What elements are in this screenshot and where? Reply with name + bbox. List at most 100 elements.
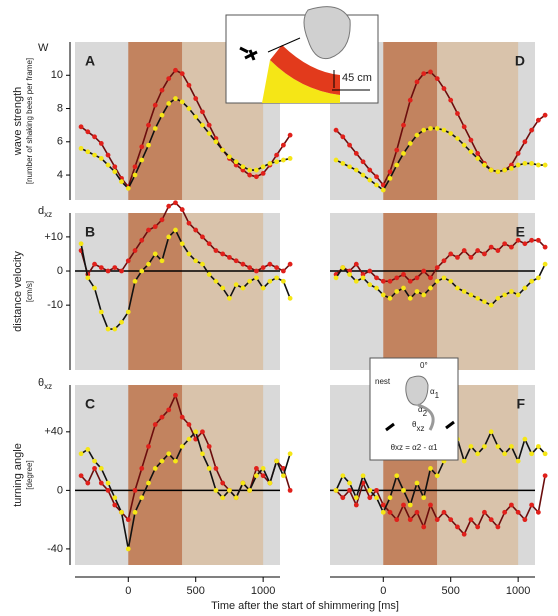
data-point	[535, 444, 541, 449]
data-point	[515, 151, 521, 156]
data-point	[200, 122, 205, 128]
data-point	[253, 466, 259, 471]
alpha2-label: α2	[418, 405, 428, 418]
data-point	[206, 122, 212, 128]
data-point	[455, 254, 460, 260]
shade-band	[182, 213, 264, 370]
bee-icons	[385, 420, 455, 432]
panel-letter: C	[85, 396, 95, 412]
y-axis-symbol-main: W	[38, 42, 49, 54]
data-point	[461, 289, 467, 294]
data-point	[152, 102, 158, 108]
data-point	[287, 487, 293, 493]
data-point	[78, 124, 84, 130]
bee-icon	[239, 46, 258, 61]
data-point	[213, 466, 219, 471]
data-point	[105, 268, 111, 274]
data-point	[455, 285, 460, 291]
data-point	[92, 285, 97, 291]
data-point	[428, 466, 433, 471]
data-point	[414, 509, 420, 515]
data-point	[333, 275, 339, 281]
data-point	[387, 295, 393, 301]
data-point	[515, 237, 521, 243]
data-point	[461, 248, 467, 253]
data-point	[542, 261, 548, 267]
data-point	[387, 495, 393, 501]
data-point	[173, 200, 178, 206]
data-point	[152, 224, 158, 230]
x-tick-label: 0	[380, 585, 386, 597]
data-point	[213, 487, 219, 493]
data-point	[347, 142, 352, 148]
data-point	[495, 295, 501, 301]
data-point	[179, 241, 185, 247]
data-point	[112, 326, 118, 332]
data-point	[98, 265, 104, 271]
data-point	[173, 67, 178, 73]
data-point	[353, 278, 359, 284]
data-point	[522, 517, 528, 523]
data-point	[380, 278, 386, 284]
panel-letter: E	[516, 224, 525, 240]
data-point	[247, 167, 253, 173]
data-point	[394, 162, 400, 168]
data-point	[522, 139, 528, 145]
data-point	[475, 151, 481, 156]
data-point	[407, 295, 413, 301]
shade-band	[437, 42, 519, 200]
data-point	[267, 161, 273, 166]
data-point	[434, 76, 440, 81]
data-point	[428, 502, 433, 508]
data-point	[508, 244, 514, 250]
data-point	[414, 275, 420, 281]
data-point	[529, 278, 535, 284]
data-point	[179, 207, 185, 212]
data-point	[488, 302, 494, 308]
data-point	[374, 174, 379, 180]
data-point	[347, 480, 352, 486]
alpha1-label: α1	[430, 387, 440, 400]
data-point	[387, 169, 393, 175]
data-point	[220, 480, 226, 486]
data-point	[515, 458, 521, 464]
y-axis-unit: [number of shaking bees per frame]	[25, 58, 34, 184]
data-point	[253, 275, 259, 281]
data-point	[132, 172, 138, 178]
data-point	[508, 444, 514, 449]
data-point	[240, 167, 246, 173]
data-point	[227, 487, 232, 493]
data-point	[353, 495, 359, 501]
data-point	[200, 451, 205, 457]
data-point	[401, 487, 406, 493]
zero-label: 0°	[420, 361, 428, 370]
data-point	[159, 258, 165, 264]
y-tick-label: -10	[47, 299, 63, 311]
data-point	[434, 278, 440, 284]
data-point	[495, 169, 501, 175]
data-point	[267, 278, 273, 284]
data-point	[227, 295, 232, 301]
data-point	[340, 265, 346, 271]
data-point	[186, 251, 192, 257]
data-point	[240, 261, 246, 267]
data-point	[482, 444, 487, 449]
data-point	[119, 268, 124, 274]
data-point	[387, 278, 393, 284]
y-axis-unit: [degree]	[25, 460, 34, 489]
data-point	[179, 99, 185, 105]
data-point	[220, 147, 226, 153]
data-point	[240, 480, 246, 486]
data-point	[280, 157, 286, 163]
theta-label: θxz	[412, 420, 424, 433]
inset-diagram: 45 cm	[225, 6, 379, 104]
data-point	[441, 86, 447, 91]
data-point	[200, 429, 205, 435]
data-point	[522, 241, 528, 247]
data-point	[253, 167, 259, 173]
data-point	[461, 142, 467, 148]
data-point	[448, 251, 454, 257]
data-point	[287, 261, 293, 267]
data-point	[166, 101, 172, 106]
data-point	[213, 248, 219, 253]
